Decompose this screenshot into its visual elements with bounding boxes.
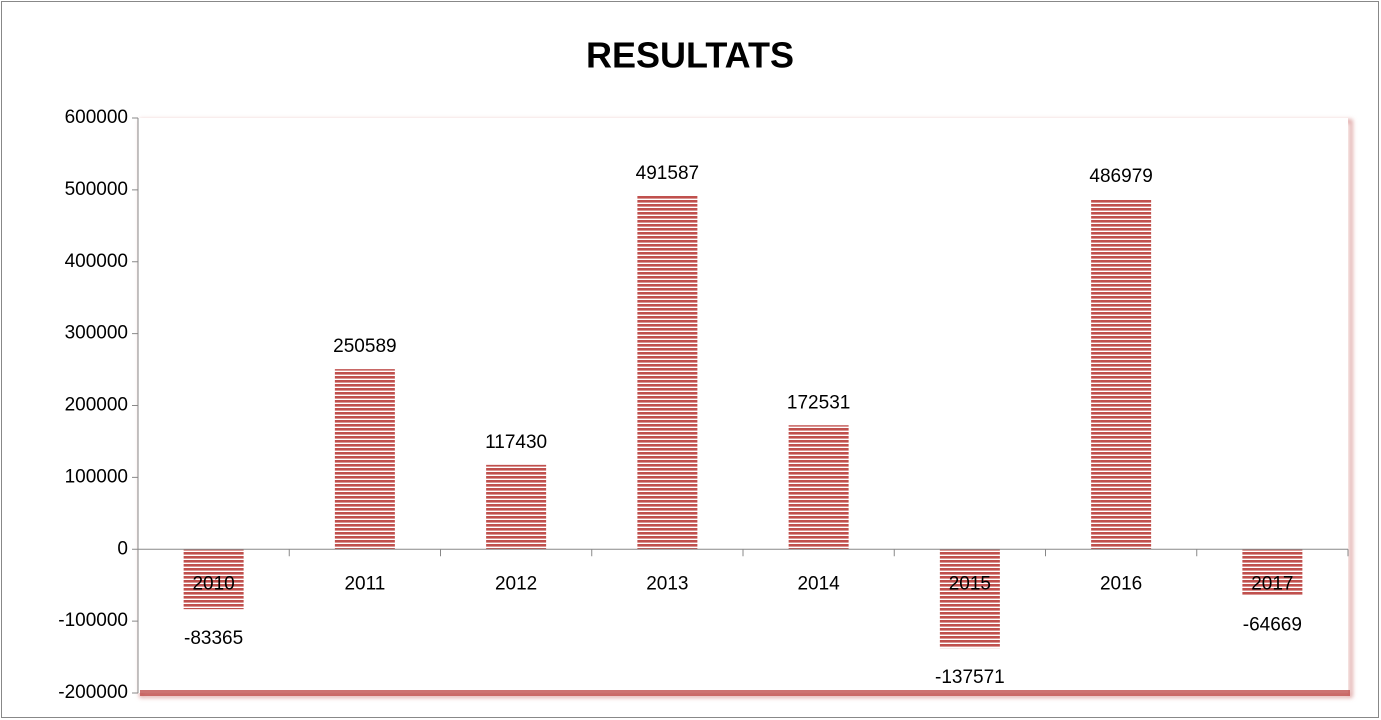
y-tick-label: -200000: [58, 682, 128, 703]
bar: [334, 369, 395, 550]
x-tick-label: 2016: [1100, 573, 1142, 594]
bar: [788, 425, 849, 550]
value-label: -64669: [1243, 615, 1302, 636]
y-tick-label: 600000: [65, 107, 128, 128]
y-tick-label: 500000: [65, 179, 128, 200]
x-tick-label: 2014: [797, 573, 840, 594]
y-tick-label: -100000: [58, 610, 128, 631]
value-label: 491587: [636, 163, 699, 184]
value-label: 250589: [333, 336, 396, 357]
bar: [486, 464, 547, 550]
y-tick-label: 0: [117, 538, 128, 559]
x-tick-label: 2013: [646, 573, 688, 594]
bar: [939, 549, 1000, 649]
value-label: 172531: [787, 392, 850, 413]
y-tick-label: 200000: [65, 395, 128, 416]
plot-shadow-bottom: [140, 690, 1350, 696]
bar: [637, 195, 698, 550]
x-tick-label: 2017: [1251, 573, 1293, 594]
bar: [183, 549, 244, 610]
plot-area: [138, 118, 1348, 693]
x-tick-label: 2015: [949, 573, 991, 594]
x-tick-label: 2012: [495, 573, 537, 594]
y-tick-label: 400000: [65, 251, 128, 272]
bar: [1242, 549, 1303, 596]
value-label: -137571: [935, 667, 1005, 688]
y-tick-label: 100000: [65, 466, 128, 487]
chart-title: RESULTATS: [586, 35, 794, 76]
x-tick-label: 2010: [192, 573, 234, 594]
x-tick-label: 2011: [344, 573, 385, 594]
value-label: 117430: [485, 432, 547, 453]
value-label: -83365: [184, 628, 243, 649]
bar: [1091, 199, 1152, 550]
value-label: 486979: [1089, 166, 1152, 187]
y-tick-label: 300000: [65, 323, 128, 344]
